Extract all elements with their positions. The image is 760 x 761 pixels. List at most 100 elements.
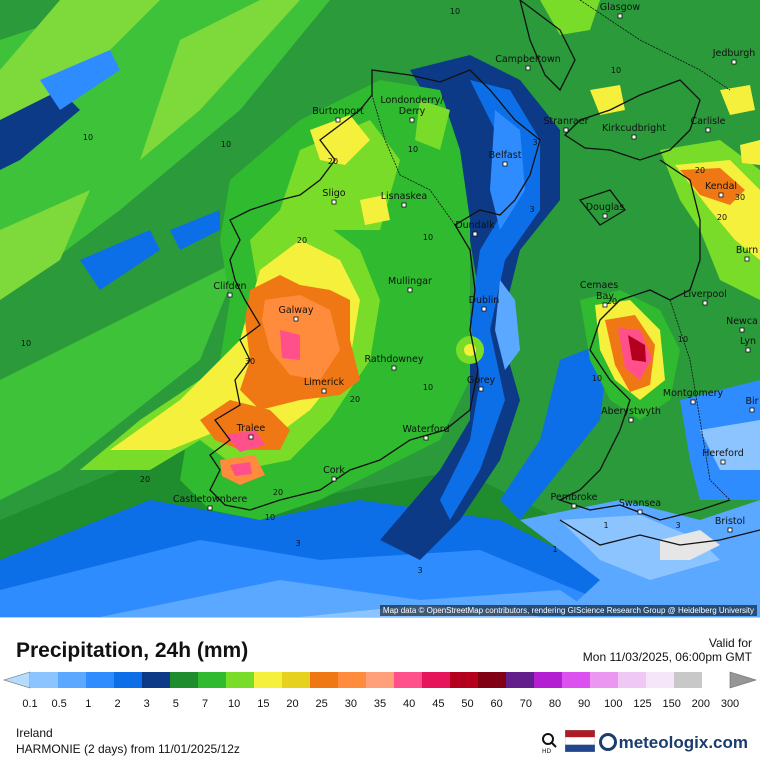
contour-label: 10 xyxy=(83,133,93,142)
netherlands-flag-icon[interactable] xyxy=(565,730,595,752)
city-sligo: Sligo xyxy=(322,188,346,205)
legend-tick-label: 10 xyxy=(228,698,241,710)
contour-label: 3 xyxy=(529,205,534,214)
city-label: Lyn xyxy=(740,336,756,347)
city-marker xyxy=(745,347,751,353)
legend-arrow-right xyxy=(729,671,758,689)
city-waterford: Waterford xyxy=(402,424,450,441)
contour-label: 30 xyxy=(245,357,255,366)
city-stranraer: Stranraer xyxy=(544,116,589,133)
city-kirkcudbright: Kirkcudbright xyxy=(602,123,666,140)
city-marker xyxy=(571,503,577,509)
city-marker xyxy=(628,417,634,423)
contour-label: 10 xyxy=(423,383,433,392)
contour-label: 10 xyxy=(423,233,433,242)
contour-label: 3 xyxy=(417,566,422,575)
city-label: Liverpool xyxy=(683,289,727,300)
legend-swatch xyxy=(646,672,674,688)
legend-tick-label: 200 xyxy=(691,698,711,710)
contour-label: 3 xyxy=(295,539,300,548)
city-marker xyxy=(423,435,429,441)
contour-label: 3 xyxy=(675,521,680,530)
contour-label: 1 xyxy=(603,521,608,530)
city-tralee: Tralee xyxy=(236,423,266,440)
city-bay: Bay xyxy=(596,291,614,308)
precipitation-map[interactable]: 10 10 10 10 10 3 20 3 20 10 10 30 20 10 20 10 10 20 20 10 3 3… xyxy=(0,0,760,617)
contour-label: 20 xyxy=(717,213,727,222)
legend-tick-label: 3 xyxy=(143,698,150,710)
city-label: Aberystwyth xyxy=(601,406,661,417)
contour-label: 10 xyxy=(408,145,418,154)
city-marker xyxy=(401,202,407,208)
contour-label: 1 xyxy=(552,545,557,554)
color-scale-bar xyxy=(2,671,758,689)
city-marker xyxy=(525,65,531,71)
city-label: Tralee xyxy=(236,423,266,434)
legend-swatch xyxy=(170,672,198,688)
city-jedburgh: Jedburgh xyxy=(712,48,755,65)
legend-swatch xyxy=(142,672,170,688)
city-marker xyxy=(690,399,696,405)
legend-tick-label: 25 xyxy=(315,698,328,710)
contour-label: 10 xyxy=(265,513,275,522)
legend-tick-label: 125 xyxy=(633,698,652,710)
legend-tick-label: 90 xyxy=(578,698,591,710)
brand-logo[interactable]: meteologix.com xyxy=(598,733,748,753)
city-label: Newca xyxy=(726,316,758,327)
city-marker xyxy=(207,505,213,511)
city-marker xyxy=(227,292,233,298)
legend-swatch xyxy=(282,672,310,688)
legend-arrow-left xyxy=(2,671,31,689)
city-marker xyxy=(478,386,484,392)
legend-tick-label: 80 xyxy=(548,698,562,710)
contour-label: 20 xyxy=(273,488,283,497)
legend-swatch xyxy=(506,672,534,688)
city-label: Glasgow xyxy=(600,2,641,13)
city-label: Cemaes xyxy=(580,280,618,291)
city-marker xyxy=(749,407,755,413)
city-lisnaskea: Lisnaskea xyxy=(381,191,427,208)
city-label: Burn xyxy=(736,245,758,256)
legend-swatch xyxy=(310,672,338,688)
city-label: Douglas xyxy=(586,202,625,213)
city-marker xyxy=(720,459,726,465)
city-label: Carlisle xyxy=(690,116,725,127)
city-clifden: Clifden xyxy=(213,281,247,298)
city-pembroke: Pembroke xyxy=(550,492,598,509)
legend-swatch xyxy=(450,672,478,688)
contour-label: 10 xyxy=(450,7,460,16)
city-marker xyxy=(335,117,341,123)
city-marker xyxy=(502,161,508,167)
legend-tick-label: 50 xyxy=(461,698,474,710)
legend-tick-label: 2 xyxy=(114,698,121,710)
legend-tick-label: 20 xyxy=(286,698,299,710)
city-label: Cork xyxy=(323,465,345,476)
contour-label: 10 xyxy=(611,66,621,75)
city-label: Campbeltown xyxy=(495,54,561,65)
city-burtonport: Burtonport xyxy=(312,106,364,123)
hd-zoom-icon[interactable]: HD xyxy=(540,732,558,754)
city-label: Bristol xyxy=(715,516,745,527)
city-marker xyxy=(617,13,623,19)
city-label: Dundalk xyxy=(455,220,495,231)
contour-label: 10 xyxy=(221,140,231,149)
city-marker xyxy=(731,59,737,65)
city-label: Gorey xyxy=(467,375,496,386)
city-aberystwyth: Aberystwyth xyxy=(601,406,661,423)
legend-tick-label: 45 xyxy=(432,698,445,710)
city-label: Sligo xyxy=(322,188,345,199)
city-marker xyxy=(472,231,478,237)
map-attribution[interactable]: Map data © OpenStreetMap contributors, r… xyxy=(379,605,757,616)
city-label: Rathdowney xyxy=(364,354,423,365)
city-label: Mullingar xyxy=(388,276,432,287)
contour-labels: 10 10 10 10 10 3 20 3 20 10 10 30 20 10 20 10 10 20 20 10 3 3… xyxy=(21,7,745,575)
brand-name: meteologix.com xyxy=(618,733,748,752)
city-montgomery: Montgomery xyxy=(663,388,723,405)
city-label: Londonderry/ xyxy=(380,95,444,106)
legend-swatch xyxy=(86,672,114,688)
city-label: Kendal xyxy=(705,181,737,192)
contour-label: 3 xyxy=(532,138,537,147)
city-marker xyxy=(409,117,415,123)
city-label: Galway xyxy=(278,305,313,316)
city-label: Bir xyxy=(745,396,758,407)
